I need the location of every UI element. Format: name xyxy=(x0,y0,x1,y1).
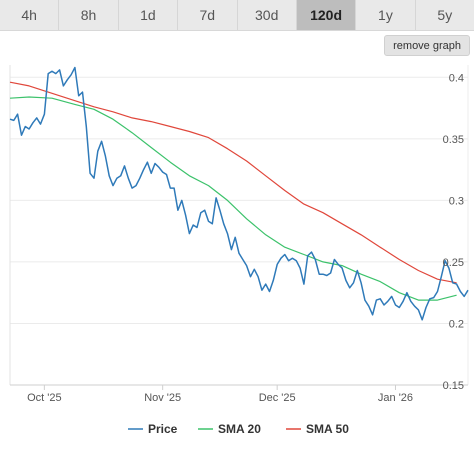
y-tick-label: 0.25 xyxy=(443,257,464,269)
tab-7d[interactable]: 7d xyxy=(178,0,238,30)
y-tick-label: 0.2 xyxy=(449,318,464,330)
tab-5y[interactable]: 5y xyxy=(437,7,453,23)
y-tick-label: 0.35 xyxy=(443,134,464,146)
legend-label: SMA 20 xyxy=(218,422,261,436)
tab-30d[interactable]: 30d xyxy=(238,0,297,30)
x-tick-label: Dec '25 xyxy=(259,392,296,404)
legend: Price SMA 20 SMA 50 xyxy=(128,422,349,436)
x-tick-label: Oct '25 xyxy=(27,392,62,404)
legend-label: SMA 50 xyxy=(306,422,349,436)
y-axis: 0.15 0.2 0.25 0.3 0.35 0.4 xyxy=(443,72,464,392)
timeframe-tabbar: 4h 8h 1d 7d 30d 120d 1y 5y xyxy=(0,0,474,31)
y-tick-label: 0.15 xyxy=(443,380,464,392)
tab-1y[interactable]: 1y xyxy=(356,0,416,30)
series-line-sma-50 xyxy=(9,81,457,284)
legend-label: Price xyxy=(148,422,178,436)
series-line-sma-20 xyxy=(9,96,457,301)
x-tick-label: Nov '25 xyxy=(144,392,181,404)
chart-grid xyxy=(10,76,468,324)
series-line-price xyxy=(9,66,469,321)
x-axis: Oct '25 Nov '25 Dec '25 Jan '26 xyxy=(27,385,413,404)
chart-series xyxy=(9,66,469,321)
tab-1d[interactable]: 1d xyxy=(119,0,179,30)
y-tick-label: 0.3 xyxy=(449,195,464,207)
remove-graph-button[interactable]: remove graph xyxy=(384,35,470,56)
y-tick-label: 0.4 xyxy=(449,72,464,84)
tab-8h[interactable]: 8h xyxy=(59,0,119,30)
tab-120d[interactable]: 120d xyxy=(296,0,357,30)
x-tick-label: Jan '26 xyxy=(378,392,413,404)
tab-4h[interactable]: 4h xyxy=(0,0,60,30)
